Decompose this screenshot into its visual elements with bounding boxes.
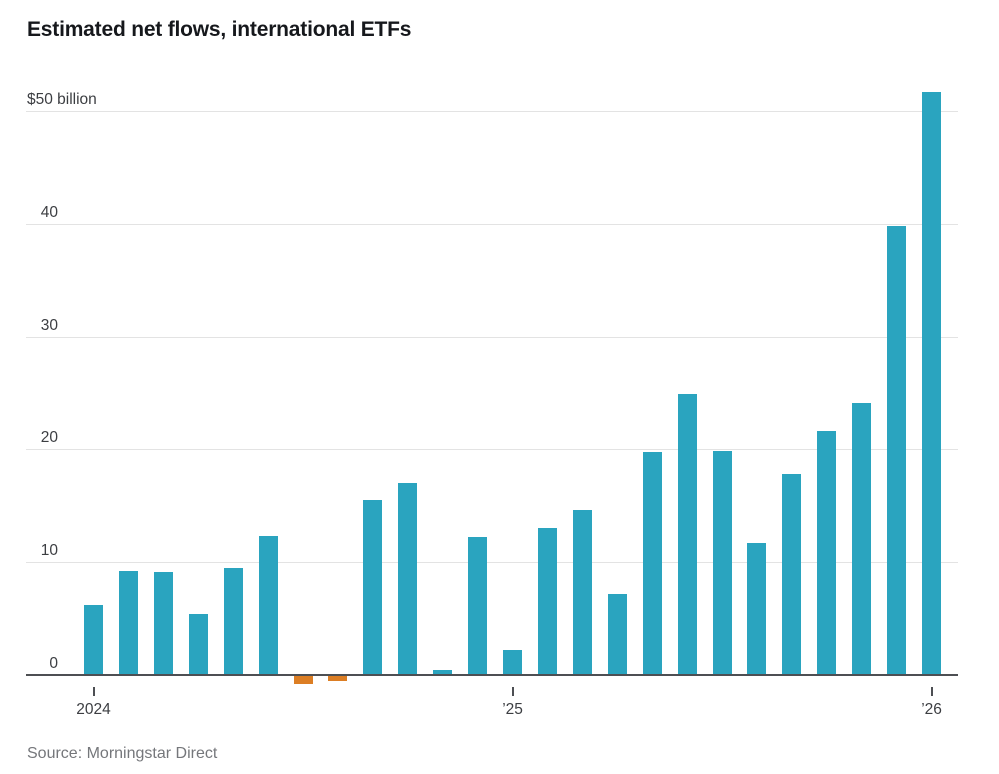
y-tick-label-30: 30 <box>40 316 58 334</box>
y-tick-label-50: $50 billion <box>27 91 97 108</box>
bar-2024-02 <box>118 571 138 675</box>
y-tick-label-20: 20 <box>40 429 58 447</box>
gridline-50 <box>26 111 958 112</box>
bar-2024-05 <box>223 567 243 675</box>
x-tick-2024 <box>92 687 95 696</box>
bar-2025-10 <box>817 431 837 675</box>
gridline-10 <box>26 562 958 564</box>
source-note: Source: Morningstar Direct <box>27 745 218 762</box>
y-tick-label-40: 40 <box>40 203 58 221</box>
x-tick-label-25: ’25 <box>502 701 523 718</box>
bar-2024-03 <box>153 572 173 675</box>
x-tick-25 <box>511 687 514 696</box>
bar-2025-08 <box>747 543 767 675</box>
bar-2025-04 <box>607 593 627 675</box>
bar-2025-02 <box>537 528 557 675</box>
bar-2025-01 <box>503 650 523 675</box>
bar-2025-05 <box>642 451 662 675</box>
y-tick-label-0: 0 <box>49 655 58 672</box>
bar-2024-10 <box>398 483 418 675</box>
y-tick-label-10: 10 <box>40 542 58 560</box>
bar-2024-01 <box>84 605 103 675</box>
bar-2025-06 <box>677 394 697 675</box>
x-tick-label-2024: 2024 <box>76 701 111 718</box>
bar-2025-09 <box>782 474 802 675</box>
bar-2024-12 <box>468 537 488 675</box>
bar-2025-03 <box>572 510 592 675</box>
bar-2024-04 <box>188 614 208 675</box>
gridline-30 <box>26 336 958 338</box>
x-axis-line <box>26 674 958 676</box>
bar-2026-01 <box>922 91 942 675</box>
bar-2024-11 <box>433 670 453 675</box>
gridline-40 <box>26 223 958 225</box>
gridline-20 <box>26 449 958 451</box>
chart-title: Estimated net flows, international ETFs <box>27 18 412 41</box>
bar-2025-07 <box>712 450 732 675</box>
x-tick-label-26: ’26 <box>921 701 942 718</box>
x-tick-26 <box>930 687 933 696</box>
bar-2025-11 <box>852 403 872 675</box>
bar-2024-08 <box>328 675 348 681</box>
bar-2024-09 <box>363 500 383 675</box>
bar-2025-12 <box>887 226 907 675</box>
bar-2024-07 <box>293 675 313 685</box>
bar-2024-06 <box>258 536 278 675</box>
